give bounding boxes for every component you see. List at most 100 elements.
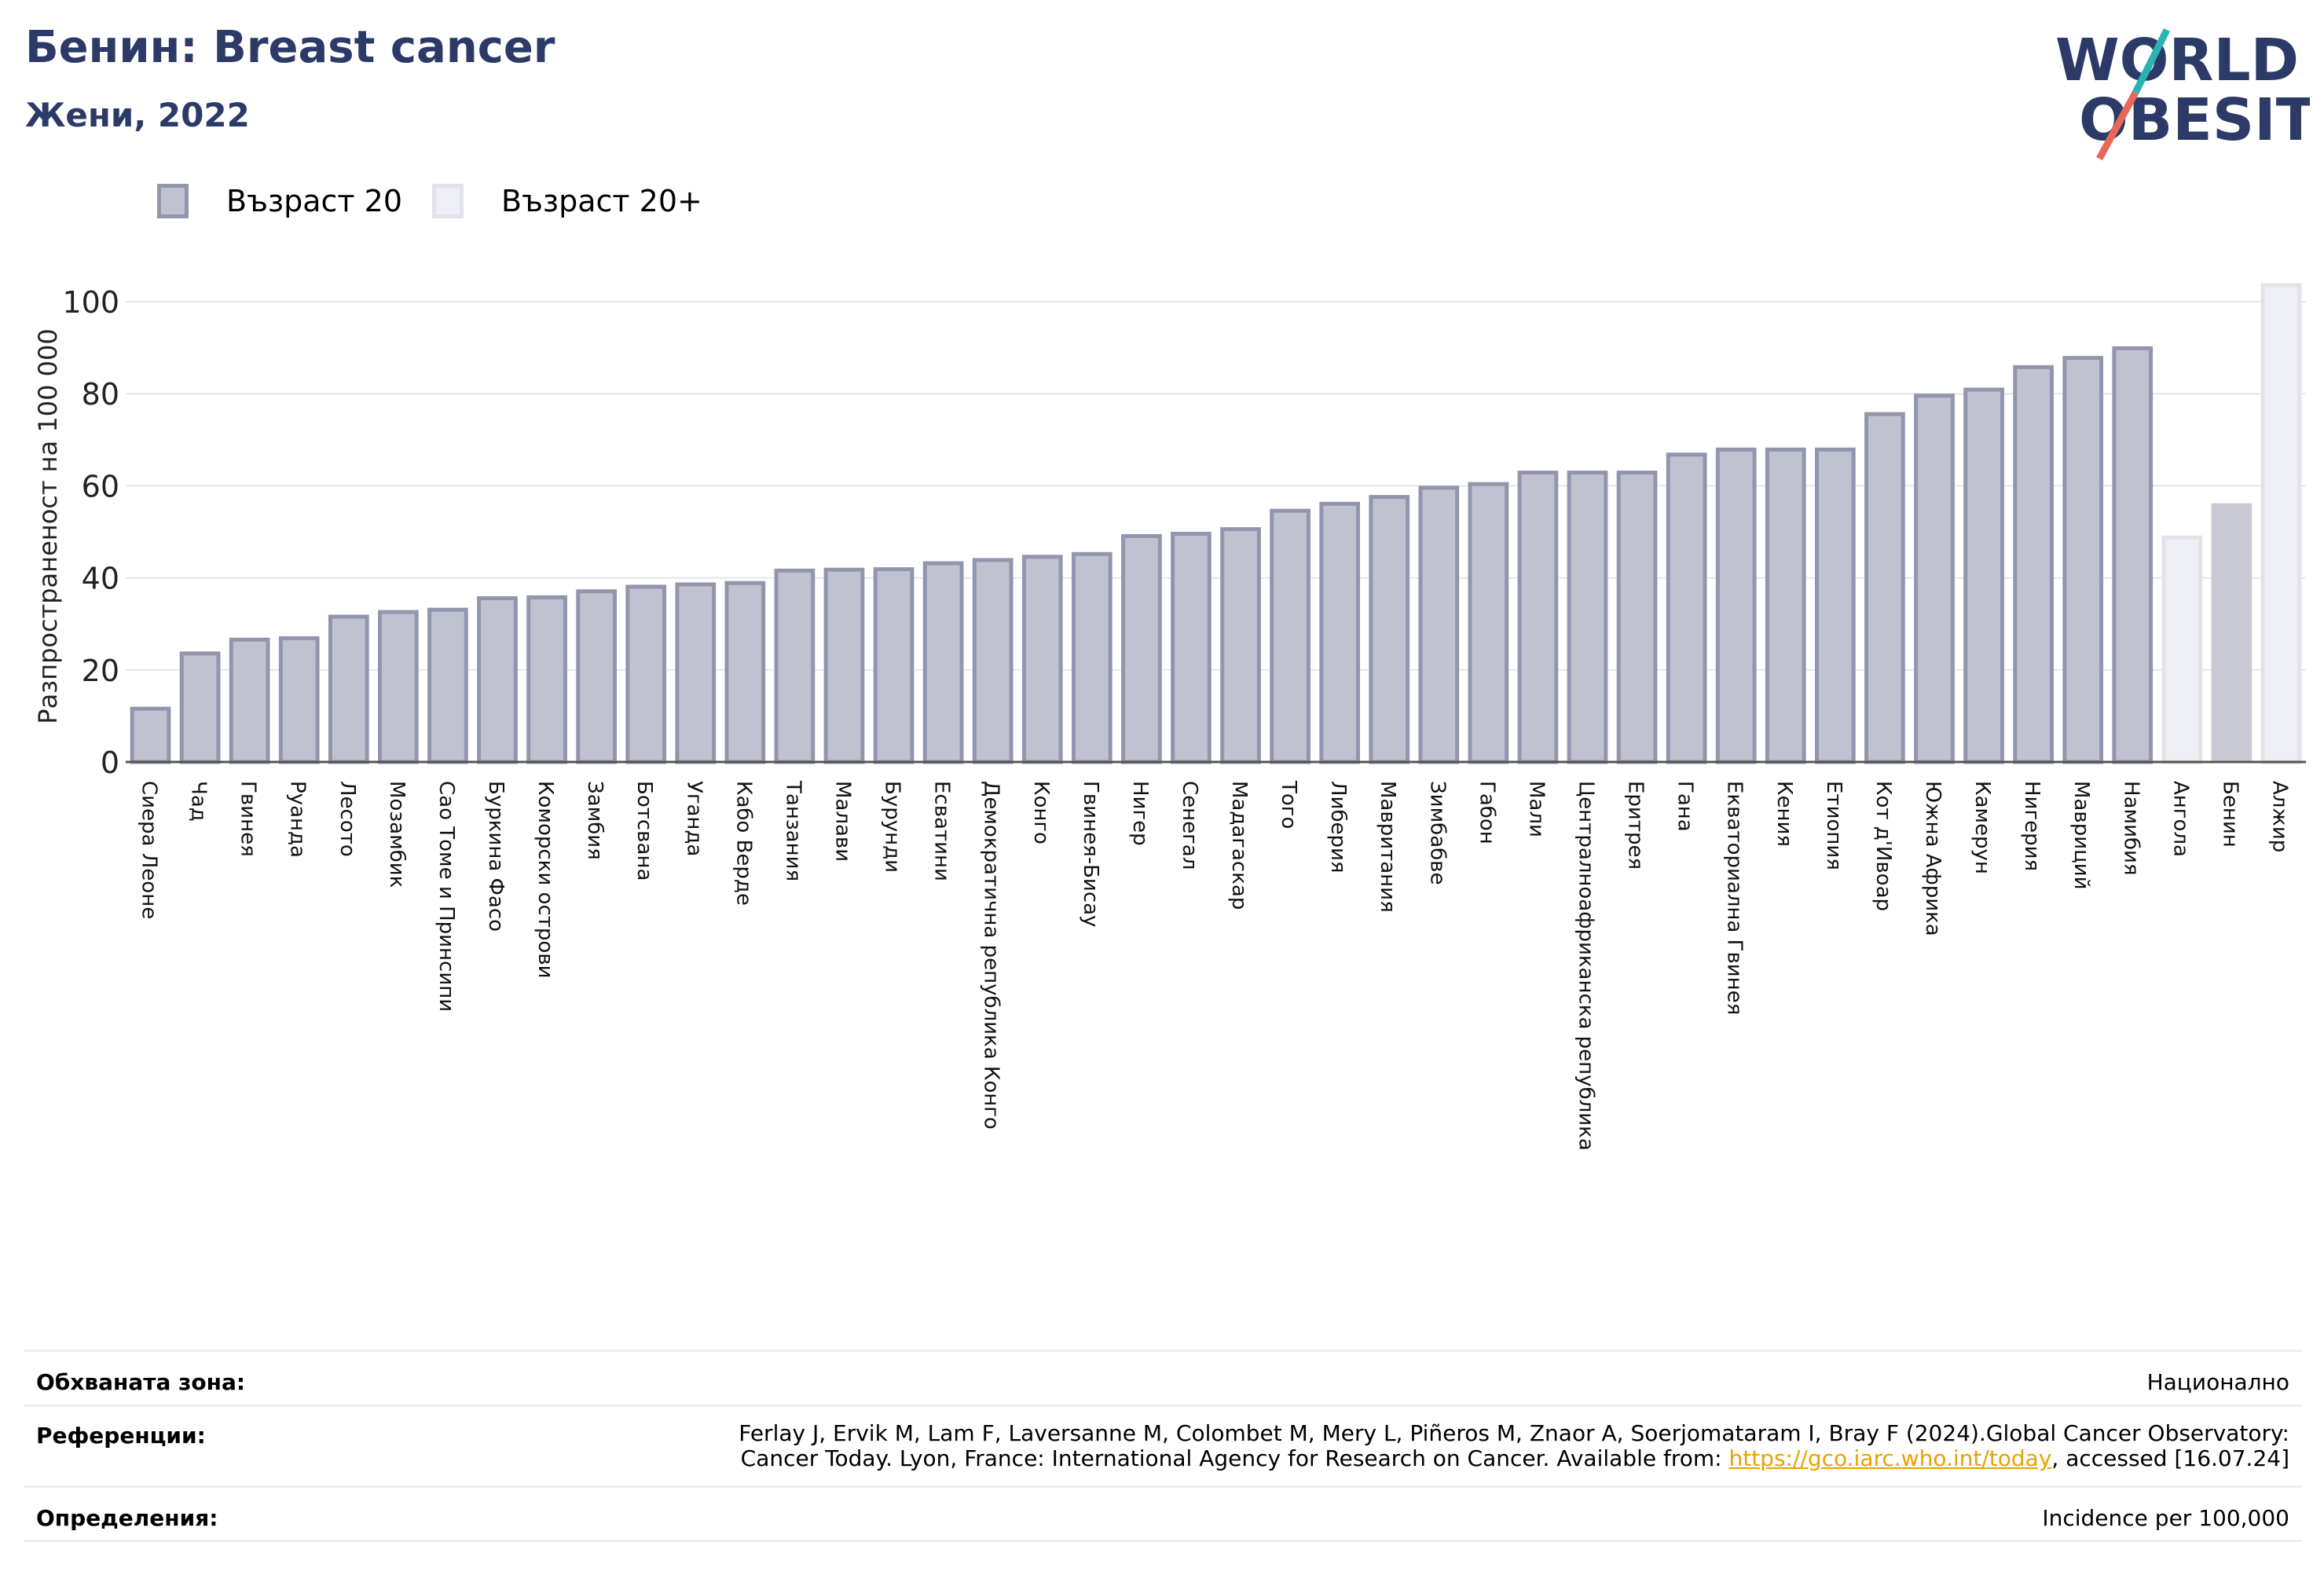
bar xyxy=(774,568,816,764)
coverage-value: Национално xyxy=(2146,1369,2289,1395)
x-tick-label: Мадагаскар xyxy=(1227,781,1251,910)
page-subtitle: Жени, 2022 xyxy=(25,96,250,134)
references-value: Ferlay J, Ervik M, Lam F, Laversanne M, … xyxy=(739,1421,2289,1471)
x-tick-label: Мали xyxy=(1524,781,1548,837)
x-tick-label: Руанда xyxy=(286,781,310,858)
definitions-label: Определения: xyxy=(36,1505,218,1531)
x-tick-label: Буркина Фасо xyxy=(484,781,508,932)
x-tick-label: Демократична република Конго xyxy=(980,781,1003,1130)
x-tick-label: Есватини xyxy=(930,781,954,881)
page-title: Бенин: Breast cancer xyxy=(25,22,555,73)
x-tick-label: Того xyxy=(1277,780,1300,829)
references-label: Референции: xyxy=(36,1423,206,1449)
bar xyxy=(1468,482,1509,764)
x-tick-label: Лесото xyxy=(335,781,359,857)
bar xyxy=(1567,471,1608,764)
x-tick-label: Нигер xyxy=(1128,781,1152,846)
x-tick-label: Сенегал xyxy=(1178,781,1201,870)
x-tick-label: Ботсвана xyxy=(632,781,656,881)
bar xyxy=(2161,535,2203,764)
bar xyxy=(1121,533,1162,764)
bar xyxy=(278,636,320,764)
bar xyxy=(724,581,766,764)
footer-row-definitions: Определения: Incidence per 100,000 xyxy=(24,1485,2302,1542)
bar xyxy=(823,567,865,764)
logo-slash-teal xyxy=(2132,27,2171,95)
x-tick-label: Кения xyxy=(1772,781,1796,847)
bar xyxy=(1715,447,1757,764)
x-tick-label: Ангола xyxy=(2168,781,2192,857)
bar xyxy=(477,596,518,764)
bar xyxy=(1220,527,1261,764)
y-tick-label: 20 xyxy=(82,654,119,688)
x-tick-label: Мавритания xyxy=(1376,781,1399,913)
bar xyxy=(1914,394,1955,764)
x-tick-label: Етиопия xyxy=(1822,781,1846,870)
legend-label-age-20: Възраст 20 xyxy=(226,184,402,218)
x-tick-label: Кот д'Ивоар xyxy=(1871,781,1895,911)
x-tick-label: Гвинея xyxy=(236,781,260,857)
bar xyxy=(1021,555,1063,764)
bar xyxy=(1319,501,1361,764)
bar xyxy=(1270,508,1310,764)
bar xyxy=(2211,503,2253,762)
bar xyxy=(130,706,171,764)
bar xyxy=(1616,471,1658,764)
references-line-1: Ferlay J, Ervik M, Lam F, Laversanne M, … xyxy=(739,1420,2289,1446)
x-tick-label: Замбия xyxy=(583,781,607,860)
legend-swatch-age-20 xyxy=(157,184,189,218)
y-axis-label: Разпространеност на 100 000 xyxy=(33,328,63,723)
bar xyxy=(2260,283,2302,764)
bar xyxy=(427,607,468,764)
x-tick-label: Конго xyxy=(1029,781,1053,844)
bar xyxy=(2062,356,2104,764)
bar-chart: 0 20 40 60 80 100 Разпространеност на 100 000 С… xyxy=(33,283,2306,1151)
x-tick-label: Гана xyxy=(1673,781,1697,832)
x-tick-label: Уганда xyxy=(682,781,706,856)
bar xyxy=(2112,346,2154,764)
logo-line2: OBESITY xyxy=(2079,86,2310,154)
x-tick-label: Коморски острови xyxy=(533,781,557,979)
bar xyxy=(526,595,567,764)
bar xyxy=(625,584,667,764)
x-tick-label: Централноафриканска република xyxy=(1574,781,1598,1151)
legend-label-age-20-plus: Възраст 20+ xyxy=(501,184,702,218)
logo-slash-coral xyxy=(2096,90,2139,161)
world-obesity-logo: WORLD OBESITY xyxy=(2055,27,2310,161)
bar xyxy=(1963,387,2004,764)
references-line-2-prefix: Cancer Today. Lyon, France: Internationa… xyxy=(740,1445,1729,1471)
bar xyxy=(229,637,270,764)
bar xyxy=(1666,452,1707,764)
bar xyxy=(1864,412,1905,764)
x-tick-label: Южна Африка xyxy=(1921,781,1945,936)
bar xyxy=(1171,532,1211,764)
bar xyxy=(1418,485,1460,764)
x-tick-label: Зимбабве xyxy=(1425,781,1449,885)
logo-line1: WORLD xyxy=(2055,27,2299,94)
x-tick-label: Мозамбик xyxy=(385,781,409,888)
bar xyxy=(972,558,1014,764)
references-link[interactable]: https://gco.iarc.who.int/today xyxy=(1728,1445,2052,1471)
x-tick-label: Малави xyxy=(830,781,854,862)
bar xyxy=(328,614,369,764)
x-tick-label: Мавриций xyxy=(2069,781,2093,890)
bar xyxy=(179,651,221,764)
coverage-label: Обхваната зона: xyxy=(36,1369,246,1395)
x-tick-label: Еритрея xyxy=(1624,781,1648,870)
references-line-2: Cancer Today. Lyon, France: Internationa… xyxy=(739,1446,2289,1471)
bar xyxy=(1765,447,1806,764)
x-tick-label: Танзания xyxy=(781,780,805,881)
legend-swatch-age-20-plus xyxy=(432,184,464,218)
bar xyxy=(1517,471,1559,764)
y-tick-label: 0 xyxy=(101,745,119,780)
x-tick-label: Камерун xyxy=(1970,781,1994,874)
x-tick-label: Чад xyxy=(187,781,211,822)
footer-row-coverage: Обхваната зона: Национално xyxy=(24,1350,2302,1405)
footer-table: Обхваната зона: Национално Референции: F… xyxy=(24,1350,2302,1542)
y-tick-label: 100 xyxy=(62,285,119,320)
x-tick-label: Либерия xyxy=(1326,781,1350,874)
x-tick-label: Намибия xyxy=(2119,781,2143,876)
x-tick-label: Екваториална Гвинея xyxy=(1723,781,1747,1015)
x-tick-label: Нигерия xyxy=(2020,781,2044,871)
x-tick-label: Кабо Верде xyxy=(731,781,755,906)
